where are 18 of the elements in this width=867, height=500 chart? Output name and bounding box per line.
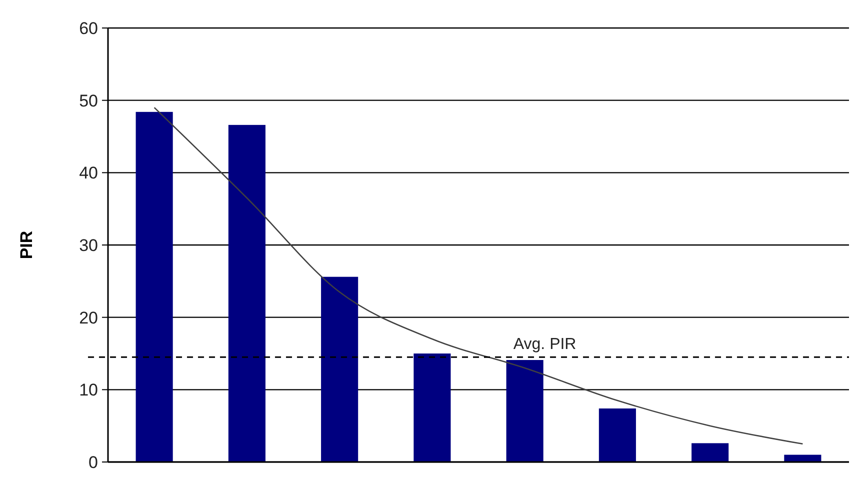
bar <box>321 276 358 462</box>
y-tick-label: 50 <box>79 91 98 110</box>
y-tick-label: 30 <box>79 236 98 255</box>
bar <box>136 112 173 462</box>
y-tick-label: 20 <box>79 308 98 328</box>
line-series <box>154 106 804 445</box>
bar <box>414 354 451 462</box>
y-tick-label: 0 <box>88 452 98 472</box>
ref-line-label: Avg. PIR <box>513 336 576 354</box>
y-axis-title: PIR <box>17 230 36 260</box>
bar <box>506 360 544 462</box>
y-tick-label: 60 <box>79 18 98 38</box>
bar <box>228 124 266 462</box>
bar <box>598 408 636 462</box>
bar <box>692 443 729 462</box>
bar <box>784 454 822 462</box>
y-tick-label: 40 <box>79 164 98 183</box>
y-tick-label: 10 <box>79 380 98 400</box>
